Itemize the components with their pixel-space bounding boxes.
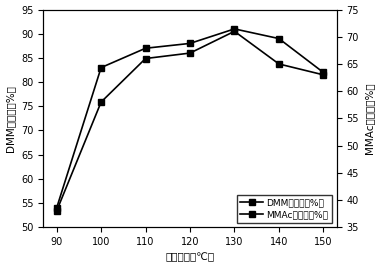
- DMM转化率（%）: [54, 206, 59, 209]
- DMM转化率（%）: [188, 42, 192, 45]
- Legend: DMM转化率（%）, MMAc选择性（%）: DMM转化率（%）, MMAc选择性（%）: [237, 195, 332, 223]
- MMAc选择性（%）: [99, 100, 103, 104]
- MMAc选择性（%）: [143, 57, 148, 60]
- DMM转化率（%）: [277, 37, 281, 40]
- Y-axis label: DMM转化率（%）: DMM转化率（%）: [6, 85, 16, 152]
- Y-axis label: MMAc选择性（%）: MMAc选择性（%）: [364, 83, 374, 154]
- Line: MMAc选择性（%）: MMAc选择性（%）: [54, 28, 326, 214]
- MMAc选择性（%）: [188, 51, 192, 55]
- DMM转化率（%）: [99, 66, 103, 69]
- DMM转化率（%）: [143, 47, 148, 50]
- Line: DMM转化率（%）: DMM转化率（%）: [54, 26, 326, 211]
- DMM转化率（%）: [232, 27, 237, 31]
- DMM转化率（%）: [321, 71, 326, 74]
- MMAc选择性（%）: [54, 209, 59, 213]
- X-axis label: 处理温度（℃）: 处理温度（℃）: [165, 252, 215, 262]
- MMAc选择性（%）: [321, 73, 326, 76]
- MMAc选择性（%）: [277, 62, 281, 66]
- MMAc选择性（%）: [232, 30, 237, 33]
